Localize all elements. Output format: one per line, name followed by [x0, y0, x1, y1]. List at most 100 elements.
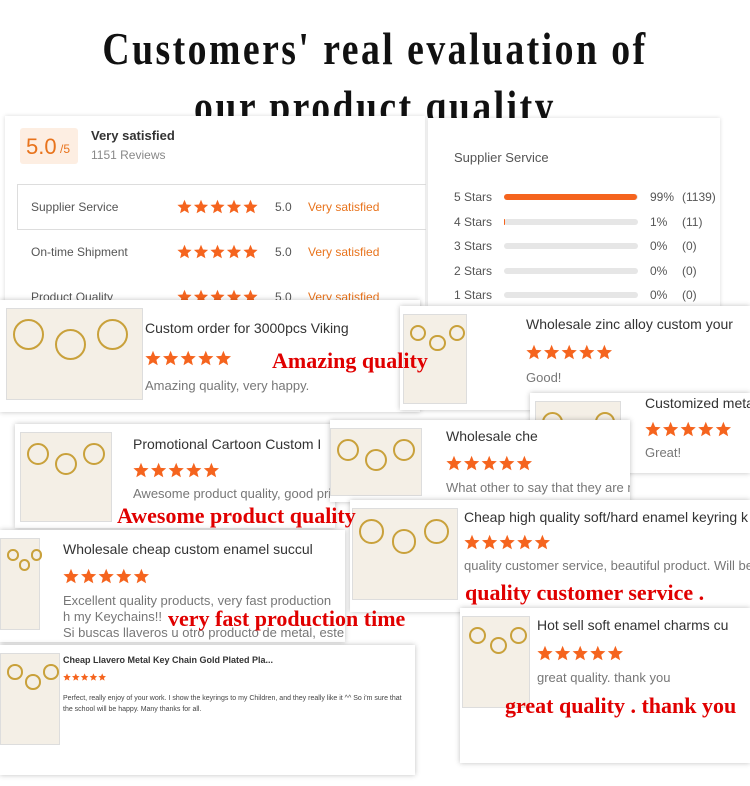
card-comment: Si buscas llaveros u otro producto de me… — [63, 625, 345, 640]
card-comment: Good! — [526, 370, 562, 385]
product-image — [20, 432, 112, 522]
review-card: Custom order for 3000pcs Viking Amazing q… — [0, 300, 420, 412]
keyring — [410, 325, 427, 342]
card-comment: What other to say that they are my only … — [446, 480, 630, 495]
star — [203, 462, 219, 478]
bar — [504, 194, 637, 200]
row-label: On-time Shipment — [31, 245, 128, 259]
product-image — [403, 314, 467, 404]
card-comment: Awesome product quality, good pri — [133, 486, 332, 501]
star — [698, 421, 714, 437]
card-comment: h my Keychains!! — [63, 609, 162, 624]
card-comment: quality customer service, beautiful prod… — [464, 558, 750, 573]
caption: Amazing quality — [272, 348, 428, 373]
star — [163, 350, 179, 366]
count: (0) — [682, 239, 697, 253]
row-score: 5.0 — [275, 200, 292, 214]
keyring — [448, 325, 466, 342]
star — [555, 645, 571, 661]
keyring — [359, 519, 384, 544]
review-card: Wholesale cheap custom enamel succul Exce… — [0, 530, 345, 642]
stars — [177, 244, 258, 259]
row-verdict: Very satisfied — [308, 200, 380, 214]
card-title: Cheap Llavero Metal Key Chain Gold Plate… — [63, 655, 274, 665]
card-comment: Amazing quality, very happy. — [145, 378, 310, 393]
star — [526, 344, 542, 360]
stars — [537, 645, 623, 661]
bar — [504, 218, 506, 225]
keyring — [30, 549, 43, 561]
star — [243, 199, 258, 214]
keyring — [27, 443, 49, 465]
row-score: 5.0 — [275, 245, 292, 259]
score-max: /5 — [60, 142, 71, 156]
rating-panel: 5.0 /5 Very satisfied 1151 Reviews Suppl… — [5, 116, 426, 306]
star — [98, 568, 114, 584]
keyring — [7, 549, 19, 561]
count: (0) — [682, 288, 697, 302]
star-label: 4 Stars — [454, 214, 493, 229]
star — [168, 462, 184, 478]
stars — [133, 462, 219, 478]
card-comment: Great! — [645, 445, 682, 460]
stars — [645, 421, 731, 437]
keyring — [489, 637, 507, 655]
caption: great quality . thank you — [505, 693, 737, 718]
keyring — [429, 335, 446, 352]
stars — [464, 534, 550, 550]
bar-track — [504, 243, 638, 249]
card-title: Hot sell soft enamel charms cu — [537, 617, 729, 633]
stars — [446, 455, 532, 471]
row-verdict: Very satisfied — [308, 245, 380, 259]
star-label: 1 Stars — [454, 288, 493, 302]
distribution-title: Supplier Service — [454, 150, 549, 165]
star — [116, 568, 132, 584]
product-image — [352, 508, 458, 600]
star — [63, 568, 79, 584]
product-image — [0, 653, 60, 745]
star — [534, 534, 550, 550]
bar-track — [504, 267, 638, 274]
star — [80, 673, 89, 681]
row-label: Supplier Service — [31, 200, 119, 214]
star — [133, 462, 149, 478]
product-image — [462, 616, 530, 708]
card-title: Wholesale zinc alloy custom your — [526, 316, 733, 332]
star — [177, 244, 192, 259]
keyring — [13, 319, 44, 350]
keyring — [510, 627, 528, 645]
star — [579, 344, 595, 360]
star-label: 2 Stars — [454, 263, 493, 278]
star — [226, 289, 242, 304]
card-comment: great quality. thank you — [537, 670, 671, 685]
star — [133, 568, 149, 584]
keyring — [55, 453, 78, 475]
percent: 1% — [650, 214, 668, 229]
score-box: 5.0 /5 — [20, 128, 78, 164]
card-title: Wholesale cheap custom enamel succul — [63, 541, 313, 557]
caption: quality customer service . — [465, 580, 705, 605]
keyring — [7, 664, 23, 680]
caption: Awesome product quality — [117, 503, 356, 528]
star — [72, 673, 80, 681]
star — [481, 455, 497, 471]
stars — [177, 199, 258, 214]
star — [193, 289, 209, 304]
review-card: Promotional Cartoon Custom I Awesome prod… — [15, 424, 335, 528]
review-card: Cheap high quality soft/hard enamel keyr… — [350, 500, 750, 612]
star — [243, 244, 258, 259]
star — [210, 199, 225, 214]
star — [226, 199, 242, 214]
product-image — [6, 308, 143, 400]
review-card: Wholesale zinc alloy custom your Good! — [400, 306, 750, 410]
star — [516, 455, 532, 471]
star — [63, 673, 71, 681]
keyring — [393, 439, 416, 461]
count: (1139) — [682, 190, 716, 204]
keyring — [365, 449, 388, 471]
keyring — [337, 439, 359, 461]
review-card: Cheap Llavero Metal Key Chain Gold Plate… — [0, 645, 415, 775]
star — [663, 421, 679, 437]
card-comment: Excellent quality products, very fast pr… — [63, 593, 332, 608]
star — [180, 350, 196, 366]
